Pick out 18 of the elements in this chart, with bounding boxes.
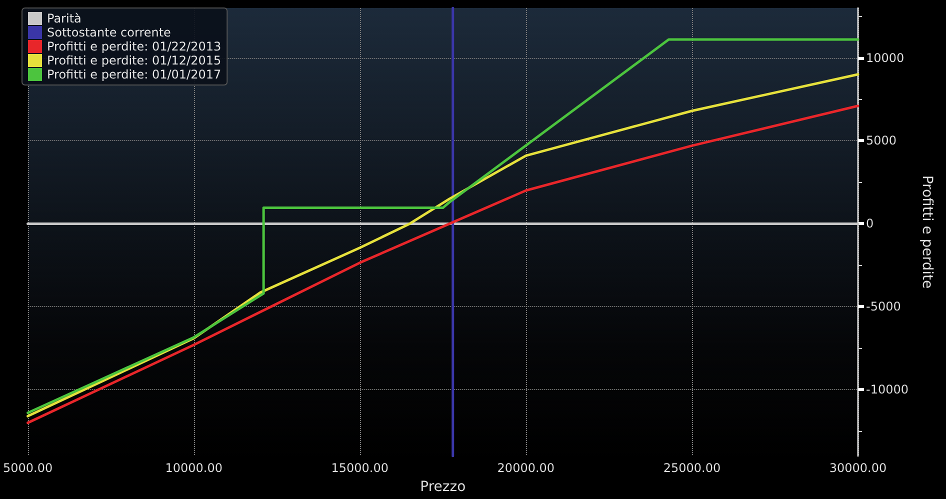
y-tick-label: -10000 [866, 382, 909, 397]
y-tick-label: -5000 [866, 300, 901, 314]
x-tick-label: 25000.00 [663, 461, 721, 475]
x-tick-label: 10000.00 [165, 461, 222, 475]
y-tick-label: 5000 [866, 134, 897, 148]
y-tick-label: 10000 [866, 50, 904, 65]
legend-label: Profitti e perdite: 01/22/2013 [47, 40, 222, 54]
legend-label: Sottostante corrente [47, 26, 171, 40]
y-axis-title: Profitti e perdite [919, 175, 935, 289]
y-tick-label: 0 [866, 216, 874, 231]
x-tick-label: 30000.00 [829, 461, 887, 475]
legend-label: Profitti e perdite: 01/12/2015 [47, 54, 222, 68]
x-tick-label: 5000.00 [3, 461, 53, 475]
x-axis-title: Prezzo [420, 479, 466, 495]
x-tick-label: 15000.00 [331, 461, 389, 475]
legend-label: Parità [47, 12, 82, 26]
legend-label: Profitti e perdite: 01/01/2017 [47, 68, 222, 82]
x-tick-label: 20000.00 [497, 461, 555, 475]
